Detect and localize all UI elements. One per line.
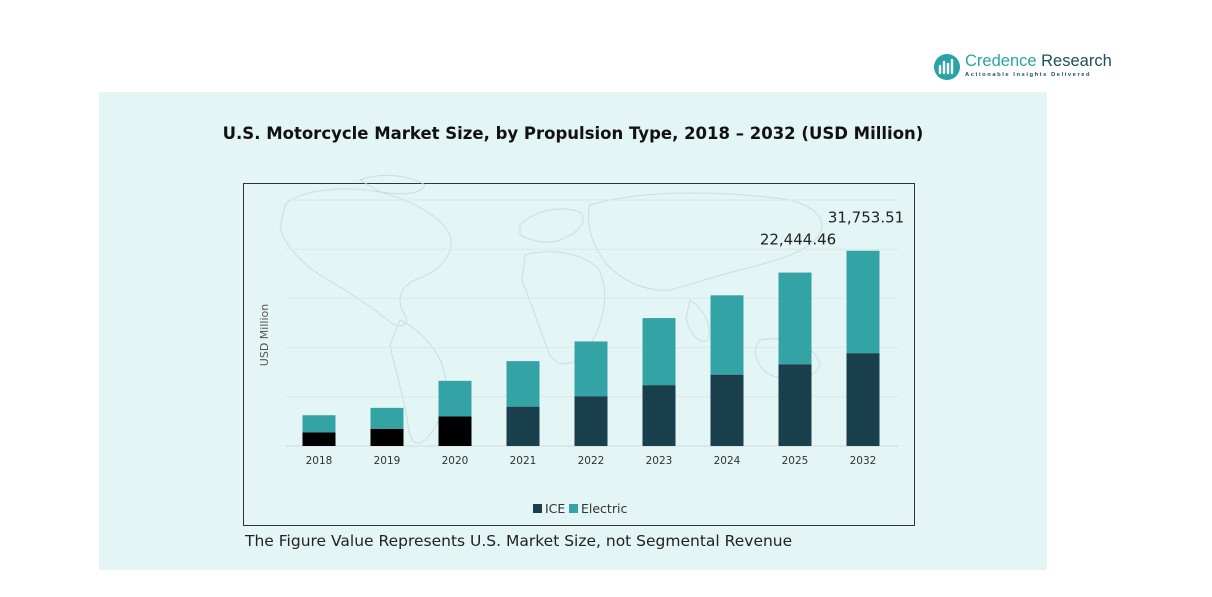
bar-electric-2024 — [710, 295, 744, 375]
bar-electric-2032 — [846, 250, 880, 354]
bar-ice-2023 — [642, 385, 676, 446]
x-tick-label: 2025 — [782, 455, 809, 467]
x-tick-label: 2021 — [510, 455, 537, 467]
bar-electric-2025 — [778, 272, 812, 365]
legend-label-electric: Electric — [581, 501, 627, 516]
bar-electric-2022 — [574, 341, 608, 397]
plot-frame — [243, 183, 915, 526]
legend-label-ice: ICE — [545, 501, 565, 516]
logo-mark-icon — [934, 54, 960, 80]
bar-ice-2019 — [370, 428, 404, 446]
x-tick-label: 2032 — [850, 455, 877, 467]
data-labels: 22,444.46 31,753.51 — [760, 209, 904, 249]
bars — [302, 250, 880, 446]
legend: ICE Electric — [533, 501, 627, 516]
brand-tagline: Actionable Insights Delivered — [965, 72, 1092, 78]
y-axis-label: USD Million — [258, 304, 271, 366]
bar-electric-2021 — [506, 361, 540, 407]
brand-name: Credence Research — [965, 52, 1112, 70]
x-tick-label: 2018 — [306, 455, 333, 467]
bar-electric-2019 — [370, 407, 404, 429]
legend-swatch-ice — [533, 504, 542, 513]
bar-ice-2032 — [846, 353, 880, 446]
bar-electric-2018 — [302, 415, 336, 433]
data-label-2032: 31,753.51 — [828, 209, 904, 227]
bar-ice-2025 — [778, 364, 812, 446]
bar-electric-2023 — [642, 318, 676, 386]
bar-ice-2022 — [574, 396, 608, 446]
brand-logo: Credence Research Actionable Insights De… — [933, 52, 1123, 86]
footnote: The Figure Value Represents U.S. Market … — [245, 532, 793, 550]
legend-swatch-electric — [569, 504, 578, 513]
x-tick-label: 2020 — [442, 455, 469, 467]
bar-ice-2020 — [438, 416, 472, 446]
x-tick-label: 2019 — [374, 455, 401, 467]
chart-title: U.S. Motorcycle Market Size, by Propulsi… — [222, 124, 924, 143]
x-tick-label: 2023 — [646, 455, 673, 467]
data-label-2025: 22,444.46 — [760, 231, 836, 249]
bar-ice-2021 — [506, 406, 540, 446]
bar-ice-2024 — [710, 374, 744, 446]
bar-ice-2018 — [302, 432, 336, 446]
x-tick-label: 2024 — [714, 455, 741, 467]
chart-panel — [99, 92, 1047, 570]
x-tick-label: 2022 — [578, 455, 605, 467]
bar-electric-2020 — [438, 380, 472, 417]
x-tick-labels: 2018 2019 2020 2021 2022 2023 2024 2025 2032 — [306, 455, 877, 467]
